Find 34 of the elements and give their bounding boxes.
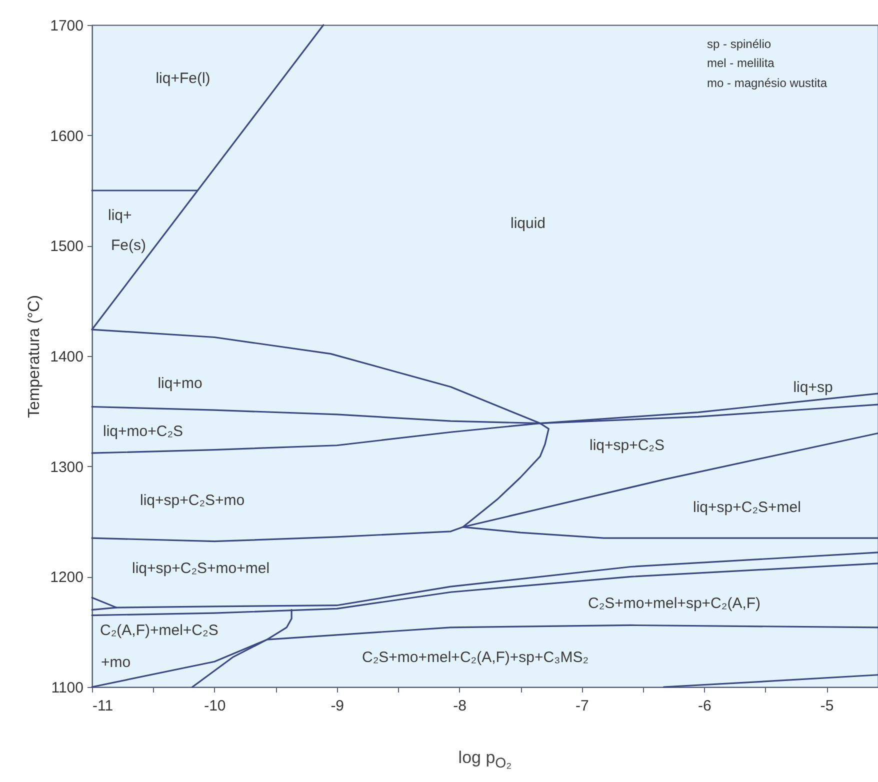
y-tick-label: 1500 [50,238,84,256]
x-tick-label: -8 [453,698,466,714]
y-tick-label: 1400 [50,348,84,366]
annotation: liquid [510,215,546,232]
annotation: liq+sp+C₂S+mo+mel [132,560,270,577]
x-tick-label: -10 [204,698,226,714]
x-tick-label: -11 [92,698,114,714]
y-tick-label: 1300 [50,458,84,476]
annotation: liq+mo [158,375,202,392]
annotation: liq+sp+C₂S+mo [140,492,245,509]
x-tick-label: -6 [698,698,712,714]
annotation: C₂S+mo+mel+C₂(A,F)+sp+C₃MS₂ [362,649,589,666]
annotation: mo - magnésio wustita [707,76,828,90]
annotation: liq+Fe(l) [156,70,210,87]
annotation: liq+sp+C₂S [589,437,665,454]
x-tick-label: -5 [820,698,834,714]
annotation: C₂(A,F)+mel+C₂S [100,622,218,639]
annotation: liq+mo+C₂S [103,423,184,440]
annotation: liq+sp [793,379,833,396]
annotation: sp - spinélio [707,37,772,51]
annotation: +mo [101,654,131,671]
y-tick-label: 1200 [50,569,84,586]
y-tick-label: 1600 [50,128,84,145]
annotation: C₂S+mo+mel+sp+C₂(A,F) [588,595,761,612]
x-axis-title: log p$_{O₂}$ [457,748,513,772]
y-tick-label: 1700 [50,18,84,34]
x-tick-label: -7 [576,698,589,714]
annotation: liq+sp+C₂S+mel [693,499,801,516]
annotation: liq+ [108,207,132,224]
annotation: Fe(s) [111,237,146,254]
annotation: mel - melilita [707,56,775,70]
y-tick-label: 1100 [51,680,84,696]
x-tick-label: -9 [330,698,344,714]
y-axis-title: Temperatura (°C) [26,295,44,418]
